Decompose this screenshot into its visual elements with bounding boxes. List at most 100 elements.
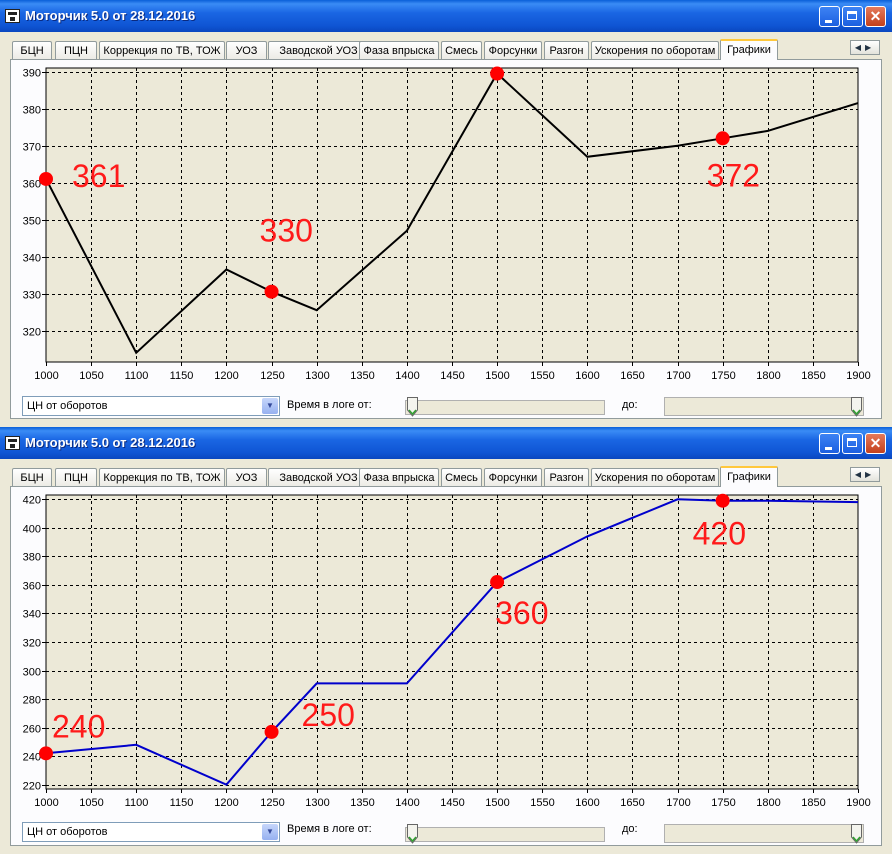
tab-rpm-acceleration[interactable]: Ускорения по оборотам [591,41,719,59]
x-tick-label: 1650 [620,797,644,809]
y-tick-label: 320 [23,327,41,339]
x-tick-label: 1100 [125,370,149,382]
time-from-slider[interactable] [405,827,605,842]
time-from-label: Время в логе от: [287,399,372,411]
x-tick-label: 1350 [350,370,374,382]
x-tick-label: 1900 [846,797,870,809]
y-tick-label: 260 [23,724,41,736]
app-icon [5,9,20,23]
data-point-annotation: 372 [707,157,760,193]
tab-graphs[interactable]: Графики [720,39,778,60]
graphs-panel: 1000 1050 1100 1150 1200 1250 1300 1350 1400 1450… [10,59,882,419]
title-bar[interactable]: Моторчик 5.0 от 28.12.2016 ✕ [0,427,892,459]
tab-btsn[interactable]: БЦН [12,468,52,486]
data-point-marker [490,66,505,81]
tab-uoz[interactable]: УОЗ [226,468,267,486]
tab-ptsn[interactable]: ПЦН [55,468,97,486]
tab-scroll-arrows[interactable]: ◀▶ [850,467,880,482]
tab-factory-uoz[interactable]: Заводской УОЗ [268,468,369,486]
y-tick-label: 300 [23,667,41,679]
app-icon [5,436,20,450]
tab-injectors[interactable]: Форсунки [484,468,542,486]
tab-scroll-arrows[interactable]: ◀▶ [850,40,880,55]
time-to-slider[interactable] [664,824,864,843]
data-point-annotation: 240 [52,708,105,744]
minimize-button[interactable] [819,6,840,27]
data-point-marker [715,493,730,508]
y-tick-label: 420 [23,495,41,507]
chevron-down-icon[interactable]: ▼ [262,824,278,840]
title-bar[interactable]: Моторчик 5.0 от 28.12.2016 ✕ [0,0,892,32]
tab-injection-phase[interactable]: Фаза впрыска [359,41,439,59]
x-tick-label: 1600 [575,797,599,809]
y-tick-label: 380 [23,552,41,564]
x-tick-label: 1800 [756,797,780,809]
x-tick-label: 1600 [575,370,599,382]
mode-select[interactable]: ЦН от оборотов ▼ [22,822,280,842]
y-tick-label: 330 [23,290,41,302]
x-tick-label: 1400 [395,797,419,809]
x-tick-label: 1000 [34,370,58,382]
y-tick-label: 350 [23,216,41,228]
data-point-marker [715,131,730,146]
x-tick-label: 1850 [801,370,825,382]
time-from-slider-thumb[interactable] [407,397,418,417]
tab-graphs[interactable]: Графики [720,466,778,487]
minimize-button[interactable] [819,433,840,454]
maximize-button[interactable] [842,433,863,454]
x-tick-label: 1000 [34,797,58,809]
y-tick-label: 380 [23,105,41,117]
mode-select-value: ЦН от оборотов [27,400,108,412]
time-to-slider-thumb[interactable] [851,397,862,417]
x-tick-label: 1450 [440,797,464,809]
chevron-down-icon[interactable]: ▼ [262,398,278,414]
x-tick-label: 1450 [440,370,464,382]
time-from-label: Время в логе от: [287,823,372,835]
tab-acceleration[interactable]: Разгон [544,468,589,486]
x-tick-label: 1850 [801,797,825,809]
x-tick-label: 1050 [79,370,103,382]
close-button[interactable]: ✕ [865,6,886,27]
data-point-marker [39,171,53,186]
tab-factory-uoz[interactable]: Заводской УОЗ [268,41,369,59]
data-point-annotation: 330 [260,213,313,249]
x-tick-label: 1150 [170,797,194,809]
tab-correction[interactable]: Коррекция по ТВ, ТОЖ [99,41,225,59]
y-tick-label: 340 [23,253,41,265]
time-from-slider-thumb[interactable] [407,824,418,844]
rpm-chart: 1000 1050 1100 1150 1200 1250 1300 1350 1400 1450… [23,60,871,382]
tab-ptsn[interactable]: ПЦН [55,41,97,59]
tab-injectors[interactable]: Форсунки [484,41,542,59]
data-point-marker [264,284,279,299]
time-to-label: до: [622,399,638,411]
tab-uoz[interactable]: УОЗ [226,41,267,59]
close-button[interactable]: ✕ [865,433,886,454]
tab-rpm-acceleration[interactable]: Ускорения по оборотам [591,468,719,486]
x-tick-label: 1700 [666,797,690,809]
x-tick-label: 1500 [485,370,509,382]
x-tick-label: 1550 [530,797,554,809]
tab-mixture[interactable]: Смесь [441,41,482,59]
x-tick-label: 1800 [756,370,780,382]
time-to-slider[interactable] [664,397,864,416]
time-from-slider[interactable] [405,400,605,415]
tab-injection-phase[interactable]: Фаза впрыска [359,468,439,486]
x-tick-label: 1250 [260,797,284,809]
app-window-2: Моторчик 5.0 от 28.12.2016 ✕ БЦН ПЦН Кор… [0,427,892,854]
data-point-annotation: 250 [302,697,355,733]
maximize-button[interactable] [842,6,863,27]
mode-select[interactable]: ЦН от оборотов ▼ [22,396,280,416]
tab-btsn[interactable]: БЦН [12,41,52,59]
tab-correction[interactable]: Коррекция по ТВ, ТОЖ [99,468,225,486]
time-to-slider-thumb[interactable] [851,824,862,844]
x-tick-label: 1350 [350,797,374,809]
tab-acceleration[interactable]: Разгон [544,41,589,59]
tab-mixture[interactable]: Смесь [441,468,482,486]
x-tick-label: 1100 [125,797,149,809]
y-tick-label: 360 [23,581,41,593]
data-point-annotation: 390 [483,60,536,65]
mode-select-value: ЦН от оборотов [27,826,108,838]
x-tick-label: 1250 [260,370,284,382]
x-tick-label: 1150 [170,370,194,382]
x-tick-label: 1400 [395,370,419,382]
